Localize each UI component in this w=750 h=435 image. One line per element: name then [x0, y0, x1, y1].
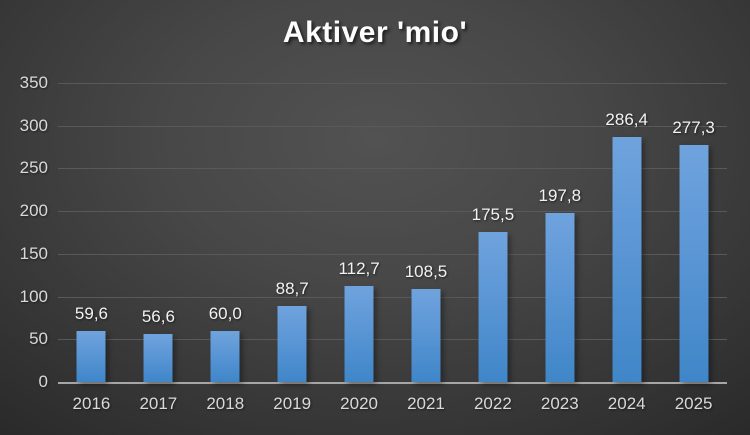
bar-value-label: 175,5: [471, 205, 515, 225]
gridline: [58, 253, 727, 255]
bar-slot: 56,6: [125, 83, 192, 382]
bar-slot: 175,5: [459, 83, 526, 382]
x-tick-label: 2018: [206, 394, 245, 413]
y-axis-tick-labels: 0 50 100 150 200 250 300 350: [0, 73, 48, 391]
chart-title: Aktiver 'mio': [282, 16, 468, 49]
bar-slot: 277,3: [660, 83, 727, 382]
bar: [679, 145, 709, 382]
bar-slot: 108,5: [393, 83, 460, 382]
bar: [545, 213, 575, 382]
plot-area: 59,6 56,6 60,0 88,7 112,7 108,5 175,5 197,8 286,…: [58, 83, 727, 384]
bar-value-label: 197,8: [538, 186, 582, 206]
bar-slot: 88,7: [259, 83, 326, 382]
gridline: [58, 339, 727, 341]
y-tick-label: 200: [19, 201, 48, 221]
x-tick-label: 2021: [407, 394, 445, 413]
bar-value-label: 60,0: [208, 303, 242, 323]
bar-value-label: 56,6: [141, 306, 175, 326]
bar-value-label: 286,4: [605, 110, 648, 130]
bar: [210, 330, 240, 382]
x-tick-label: 2023: [540, 394, 579, 413]
bar: [277, 306, 307, 382]
gridline: [58, 296, 727, 298]
bar: [76, 331, 106, 382]
y-tick-label: 300: [19, 115, 48, 135]
bar-slot: 112,7: [326, 83, 393, 382]
bar-slot: 59,6: [58, 83, 125, 382]
bar-value-label: 112,7: [338, 258, 380, 278]
bar: [612, 137, 642, 382]
gridline: [58, 211, 727, 213]
y-tick-label: 50: [29, 329, 48, 349]
y-tick-label: 350: [19, 73, 48, 92]
y-tick-label: 150: [19, 243, 48, 263]
bar-slot: 197,8: [526, 83, 593, 382]
y-tick-label: 250: [19, 158, 48, 178]
bar-value-label: 59,6: [74, 304, 108, 324]
bar: [478, 232, 508, 382]
x-tick-label: 2017: [139, 394, 178, 413]
x-tick-label: 2024: [607, 394, 646, 413]
x-tick-label: 2019: [273, 394, 312, 413]
gridline: [58, 125, 727, 127]
x-tick-label: 2020: [340, 394, 378, 413]
bar-slot: 286,4: [593, 83, 660, 382]
y-tick-label: 100: [19, 286, 48, 306]
bar: [344, 285, 374, 382]
x-tick-label: 2025: [674, 394, 713, 413]
x-axis-tick-labels: 2016 2017 2018 2019 2020 2021 2022 2023 2024 2025: [58, 394, 727, 414]
bar-value-label: 88,7: [275, 279, 309, 299]
bar: [411, 289, 441, 382]
gridline: [58, 83, 727, 84]
y-tick-label: 0: [38, 372, 48, 391]
bar-value-label: 108,5: [404, 262, 448, 282]
x-tick-label: 2016: [72, 394, 111, 413]
x-tick-label: 2022: [473, 394, 512, 413]
gridline: [58, 168, 727, 170]
bar-slot: 60,0: [192, 83, 259, 382]
bars-container: 59,6 56,6 60,0 88,7 112,7 108,5 175,5 197,8 286,…: [58, 83, 727, 382]
bar: [143, 333, 173, 382]
bar-value-label: 277,3: [672, 118, 715, 138]
